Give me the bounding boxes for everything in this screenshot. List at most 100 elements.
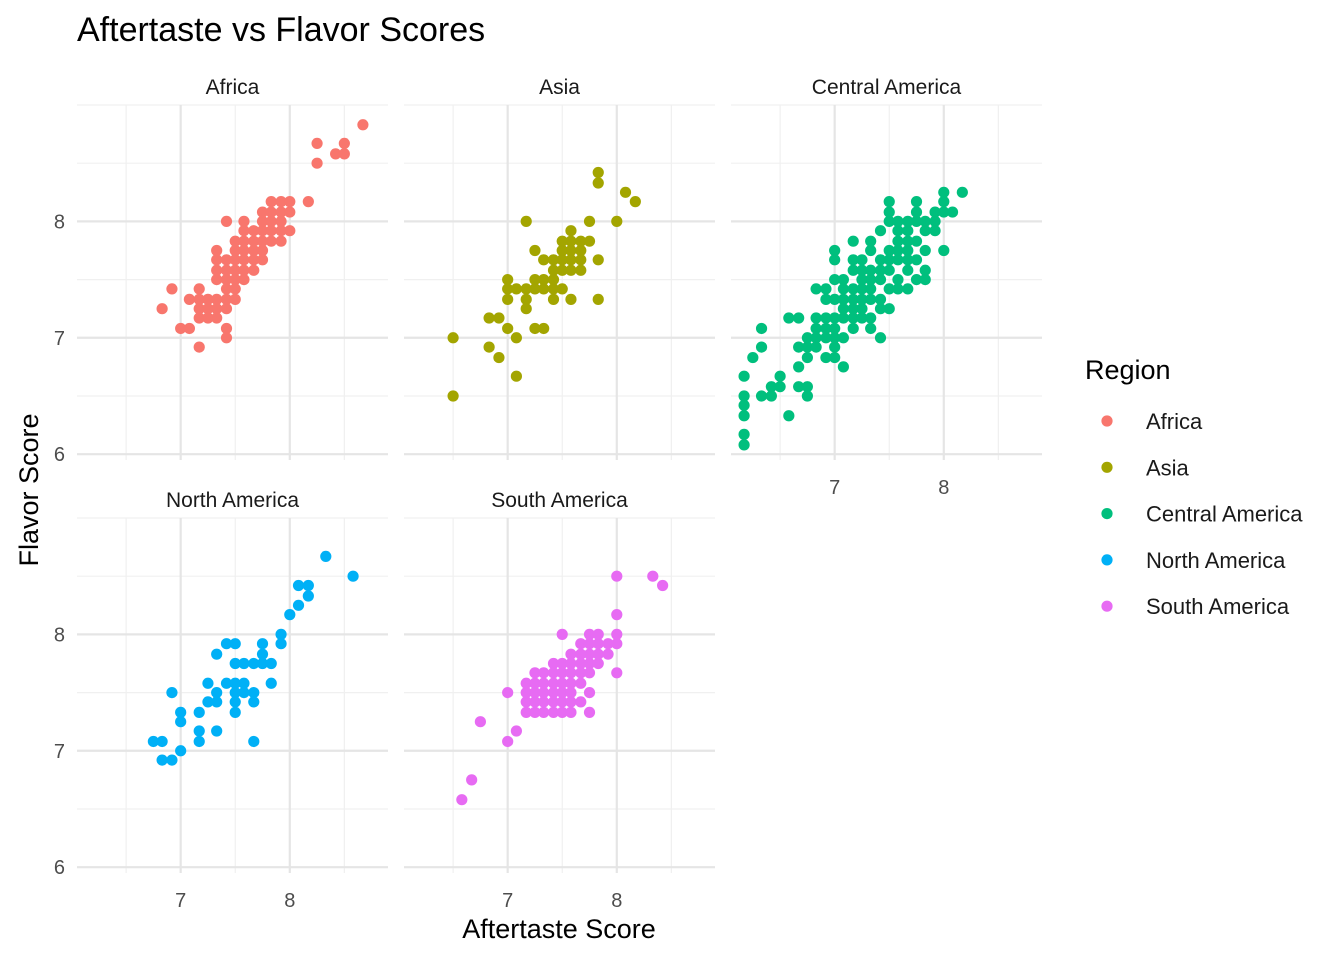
point-africa [220,254,233,266]
point-africa [238,273,250,286]
point-asia [502,322,514,335]
point-africa [211,303,223,315]
point-asia [565,225,577,237]
point-africa [175,322,187,335]
point-south-america [520,706,532,718]
point-central-america [810,322,822,335]
point-central-america [910,196,923,208]
point-africa [202,293,214,305]
point-south-america [529,696,541,708]
point-central-america [910,215,923,227]
point-central-america [829,244,841,257]
point-central-america [874,332,887,344]
point-africa [238,254,250,266]
point-north-america [175,716,187,728]
point-africa [248,235,260,247]
point-asia [556,235,568,247]
point-asia [592,177,604,189]
point-north-america [193,725,205,737]
point-africa [220,303,233,315]
point-africa [238,215,250,227]
point-north-america [147,735,159,748]
point-africa [220,322,233,335]
point-central-america [892,244,904,257]
point-north-america [248,696,260,708]
point-north-america [248,686,260,699]
point-africa [202,312,214,324]
point-africa [238,235,250,247]
point-central-america [938,244,950,257]
point-central-america [765,381,777,393]
point-asia [447,332,459,344]
point-central-america [738,439,750,451]
facet-label: South America [491,489,628,512]
point-south-america [592,648,604,660]
point-north-america [256,648,269,660]
point-south-america [565,686,577,699]
point-asia [520,303,532,315]
legend-key [1101,600,1113,612]
x-tick-label: 7 [829,477,840,499]
point-north-america [238,657,250,670]
point-central-america [837,273,849,286]
point-africa [284,196,296,208]
point-central-america [765,390,777,402]
point-central-america [919,215,931,227]
point-asia [592,254,604,266]
point-south-america [466,774,478,786]
point-asia [483,312,495,324]
point-central-america [938,196,950,208]
facet-label: North America [166,489,299,512]
point-central-america [874,273,887,286]
point-asia [538,283,550,295]
point-central-america [865,235,877,247]
panel-africa: Africa 6 7 8 [54,76,388,466]
point-south-america [556,686,568,699]
point-central-america [892,273,904,286]
point-central-america [956,186,968,198]
point-north-america [166,754,178,766]
point-south-america [520,696,532,708]
point-africa [275,225,287,237]
y-tick-label: 8 [54,624,65,646]
point-asia [538,322,550,335]
facet-label: Central America [812,76,962,99]
legend-item-africa: Africa [1101,409,1203,434]
point-asia [510,332,522,344]
point-south-america [547,657,560,670]
point-central-america [865,264,877,276]
point-africa [238,264,250,276]
point-central-america [847,254,859,266]
point-central-america [902,244,914,257]
point-africa [229,264,241,276]
point-south-america [602,638,614,650]
point-central-america [892,215,904,227]
x-tick-label: 8 [284,890,295,912]
point-central-america [810,332,822,344]
point-central-america [856,273,868,286]
point-asia [520,215,532,227]
point-central-america [837,332,849,344]
point-central-america [938,206,950,218]
point-africa [193,341,205,353]
point-south-america [565,648,577,660]
point-north-america [229,686,241,699]
point-south-america [592,638,604,650]
point-central-america [919,244,931,257]
point-south-america [583,686,596,699]
point-central-america [856,264,868,276]
point-south-america [547,706,560,718]
point-asia [556,283,568,295]
point-south-america [456,794,468,806]
point-central-america [883,215,895,227]
point-south-america [538,667,550,679]
point-africa [284,206,296,218]
point-africa [238,225,250,237]
point-south-america [538,686,550,699]
point-africa [211,244,223,257]
point-africa [229,283,241,295]
point-central-america [793,312,805,324]
point-north-america [175,745,187,757]
point-central-america [755,341,768,353]
